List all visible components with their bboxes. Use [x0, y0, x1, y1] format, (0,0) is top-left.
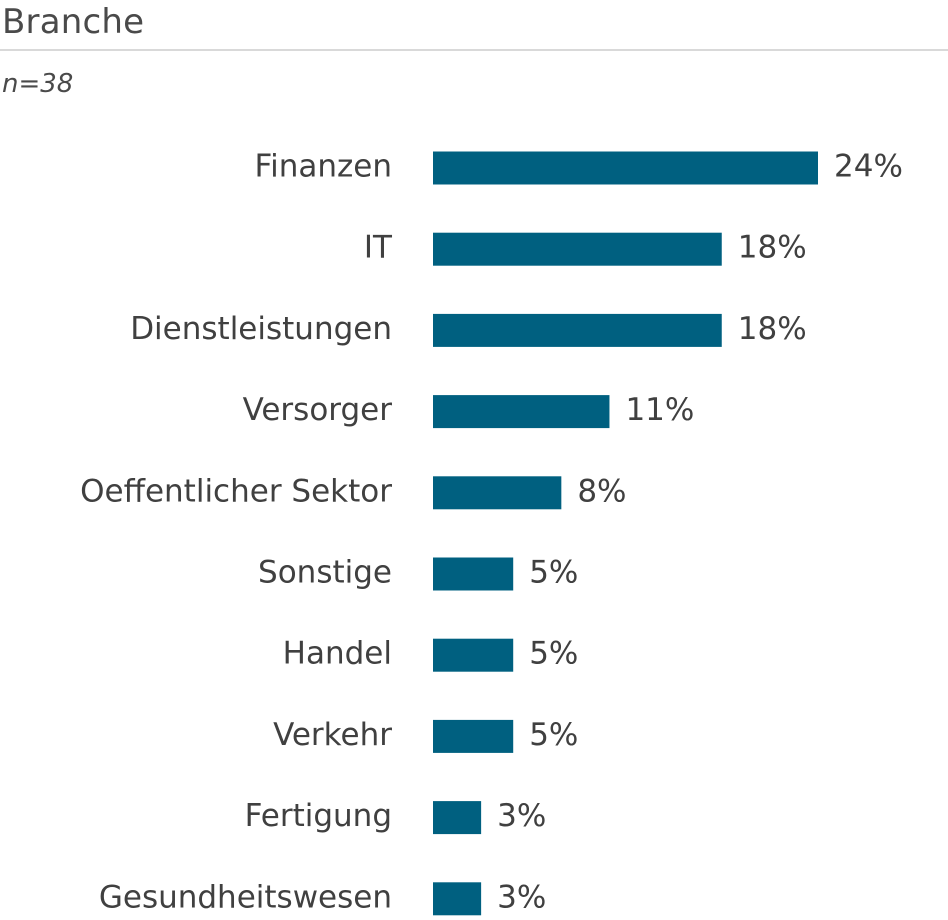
- bar: [433, 151, 818, 185]
- value-label: 24%: [834, 149, 903, 185]
- category-label: IT: [364, 230, 393, 266]
- value-label: 18%: [738, 311, 807, 347]
- bar: [433, 801, 482, 835]
- value-label: 18%: [738, 230, 807, 266]
- value-label: 5%: [529, 555, 578, 591]
- category-label: Gesundheitswesen: [99, 879, 392, 915]
- value-label: 3%: [497, 798, 546, 834]
- category-label: Verkehr: [273, 717, 392, 753]
- bar: [433, 476, 562, 510]
- bar: [433, 638, 514, 672]
- category-label: Dienstleistungen: [130, 311, 392, 347]
- bar: [433, 395, 610, 429]
- value-label: 5%: [529, 636, 578, 672]
- category-label: Versorger: [243, 392, 393, 428]
- value-label: 8%: [577, 473, 626, 509]
- title-divider: [0, 49, 948, 51]
- category-label: Fertigung: [245, 798, 392, 834]
- bar: [433, 882, 482, 916]
- bar: [433, 719, 514, 753]
- bar: [433, 313, 722, 347]
- category-label: Sonstige: [258, 555, 392, 591]
- bar: [433, 557, 514, 591]
- category-label: Finanzen: [255, 149, 392, 185]
- category-label: Oeffentlicher Sektor: [80, 473, 392, 509]
- value-label: 11%: [625, 392, 694, 428]
- value-label: 3%: [497, 879, 546, 915]
- value-label: 5%: [529, 717, 578, 753]
- category-label: Handel: [283, 636, 392, 672]
- sample-size-note: n=38: [2, 69, 74, 99]
- bar: [433, 232, 722, 266]
- chart-title: Branche: [2, 2, 145, 42]
